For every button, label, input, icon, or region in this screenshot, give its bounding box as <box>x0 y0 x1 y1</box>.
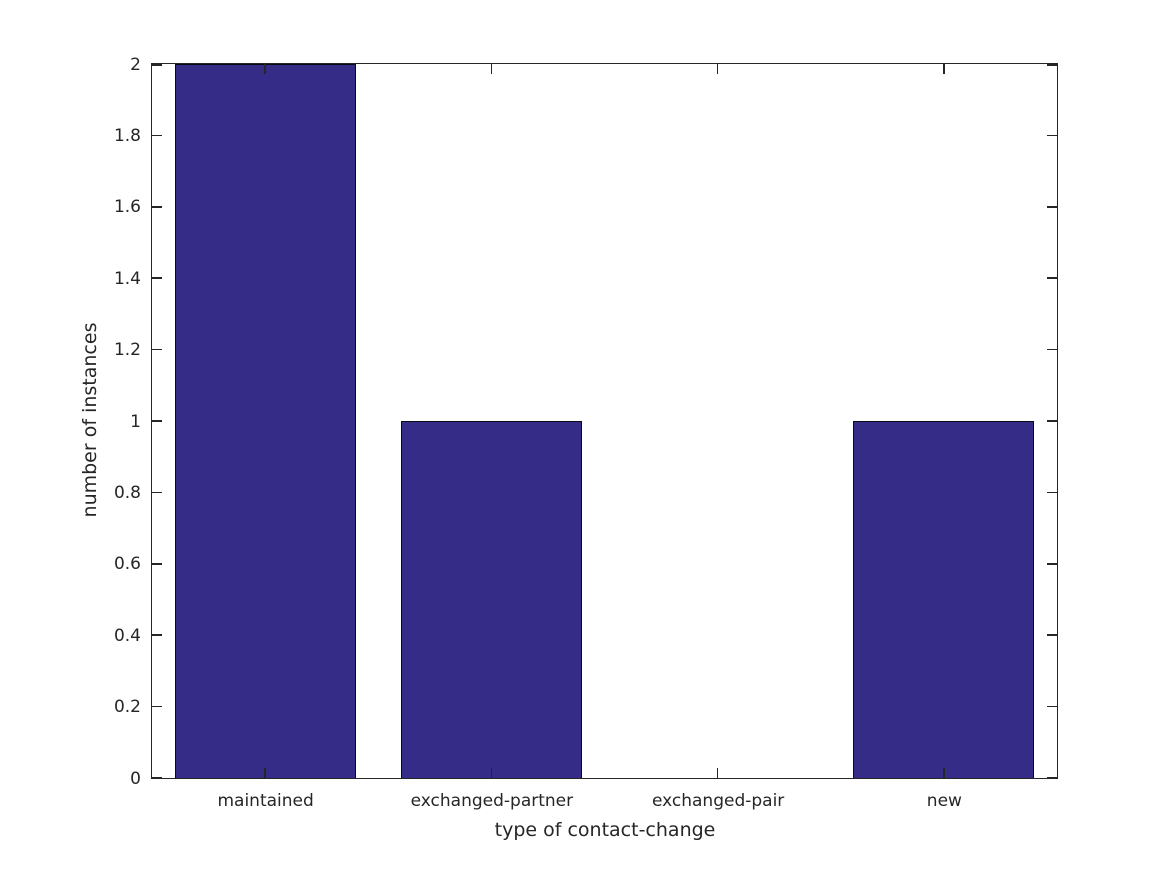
y-tick-label: 0.8 <box>113 482 141 503</box>
y-tick-label: 0.2 <box>113 697 141 718</box>
bar-maintained <box>174 64 356 778</box>
y-tick-label: 0 <box>130 768 141 789</box>
x-tick-label: new <box>926 791 962 811</box>
y-tick-label: 1.6 <box>113 197 141 218</box>
y-tick-mark <box>152 420 162 422</box>
x-tick-mark <box>264 64 266 74</box>
y-tick-mark <box>1047 634 1057 636</box>
x-tick-mark <box>264 768 266 778</box>
x-tick-label: exchanged-partner <box>410 791 574 811</box>
x-tick-mark <box>716 768 719 778</box>
y-tick-label: 1.2 <box>113 340 141 361</box>
y-tick-mark <box>152 563 162 565</box>
y-tick-mark <box>152 134 162 137</box>
bar-new <box>853 421 1035 778</box>
y-tick-label: 0.6 <box>113 554 141 575</box>
y-tick-mark <box>1047 563 1057 565</box>
bar-exchanged-partner <box>400 421 582 778</box>
y-tick-mark <box>1047 705 1057 708</box>
x-tick-mark <box>716 64 719 74</box>
x-tick-mark <box>943 768 945 778</box>
y-tick-mark <box>152 634 162 636</box>
y-tick-mark <box>1047 348 1057 351</box>
x-tick-mark <box>490 768 493 778</box>
x-tick-mark <box>490 64 493 74</box>
y-tick-mark <box>152 348 162 351</box>
y-tick-mark <box>1047 491 1057 494</box>
y-tick-mark <box>1047 206 1057 208</box>
y-tick-label: 1.4 <box>113 268 141 289</box>
y-tick-mark <box>152 491 162 494</box>
y-tick-mark <box>152 206 162 208</box>
y-tick-mark <box>152 64 162 66</box>
x-tick-mark <box>943 64 945 74</box>
y-tick-mark <box>152 776 162 778</box>
x-tick-label: exchanged-pair <box>651 791 785 811</box>
y-tick-label: 1.8 <box>113 125 141 146</box>
y-tick-label: 2 <box>130 54 141 75</box>
y-tick-mark <box>152 705 162 708</box>
x-tick-label: maintained <box>217 791 314 811</box>
y-tick-mark <box>1047 277 1057 279</box>
y-tick-label: 1 <box>130 411 141 432</box>
y-tick-label: 0.4 <box>113 625 141 646</box>
plot-area <box>151 63 1058 779</box>
y-axis-label: number of instances <box>79 322 101 518</box>
y-tick-mark <box>1047 776 1057 778</box>
y-tick-mark <box>1047 420 1057 422</box>
y-tick-mark <box>1047 134 1057 137</box>
y-tick-mark <box>152 277 162 279</box>
y-tick-mark <box>1047 64 1057 66</box>
x-axis-label: type of contact-change <box>494 819 716 841</box>
